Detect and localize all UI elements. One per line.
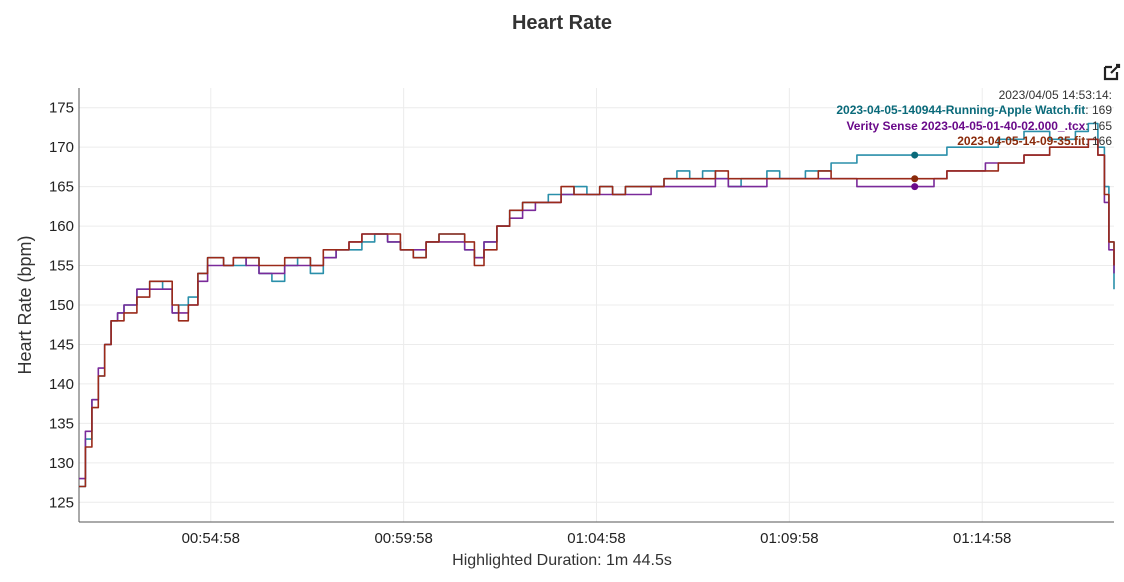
x-tick-label: 01:14:58 [953,530,1011,547]
legend-entry: Verity Sense 2023-04-05-01-40-02.000_.tc… [846,119,1112,133]
x-tick-label: 01:04:58 [567,530,625,547]
series-lines [79,122,1115,488]
chart-title: Heart Rate [511,12,613,34]
y-tick-label: 150 [49,297,74,314]
y-tick-label: 165 [49,179,74,196]
y-tick-label: 145 [49,336,74,353]
y-tick-label: 130 [49,455,74,472]
legend-series-name: 2023-04-05-14-09-35.fit [957,134,1086,148]
legend-series-name: 2023-04-05-140944-Running-Apple Watch.fi… [836,103,1086,117]
legend-entry: 2023-04-05-140944-Running-Apple Watch.fi… [836,103,1112,117]
x-axis-label: Highlighted Duration: 1m 44.5s [452,552,672,569]
legend-series-value: 169 [1091,103,1112,117]
grid-lines [79,88,1114,522]
hover-point [911,175,919,183]
legend-series-value: 165 [1091,119,1112,133]
legend-series-name: Verity Sense 2023-04-05-01-40-02.000_.tc… [846,119,1086,133]
series-line [79,138,1115,488]
legend-entry: 2023-04-05-14-09-35.fit: 166 [957,134,1112,148]
x-axis-ticks: 00:54:58 00:59:58 01:04:58 01:09:58 01:14:58 [182,530,1012,547]
axes [78,88,1114,523]
y-tick-label: 170 [49,139,74,156]
y-tick-label: 125 [49,494,74,511]
x-tick-label: 00:54:58 [182,530,240,547]
hover-point [911,151,919,159]
hover-markers [911,151,919,191]
x-tick-label: 01:09:58 [760,530,818,547]
y-tick-label: 140 [49,376,74,393]
y-axis-label: Heart Rate (bpm) [15,235,35,374]
x-tick-label: 00:59:58 [374,530,432,547]
hover-timestamp: 2023/04/05 14:53:14: [998,88,1112,102]
y-tick-label: 155 [49,258,74,275]
y-tick-label: 135 [49,415,74,432]
legend-series-value: 166 [1091,134,1112,148]
y-tick-label: 160 [49,218,74,235]
edit-chart-icon[interactable] [1102,62,1122,82]
hover-point [911,183,919,191]
y-axis-ticks: 125 130 135 140 145 150 155 160 165 170 175 [49,100,74,512]
y-tick-label: 175 [49,100,74,117]
